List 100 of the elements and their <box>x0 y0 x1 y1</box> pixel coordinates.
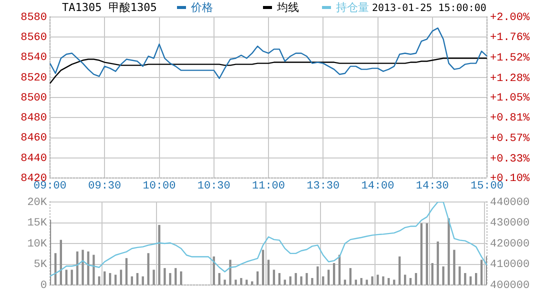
y2-tick-label: +0.81% <box>490 112 530 125</box>
y2-tick-label: +1.76% <box>490 32 530 44</box>
x-tick-label: 09:00 <box>33 180 67 193</box>
bar <box>229 260 232 285</box>
y-tick-label: 8460 <box>20 132 47 145</box>
y-tick-label: 8560 <box>20 32 47 44</box>
x-tick-label: 10:00 <box>142 180 176 193</box>
bar <box>136 273 138 285</box>
bar <box>480 260 483 285</box>
bar <box>470 276 472 285</box>
bar <box>404 274 406 285</box>
bar <box>158 224 160 285</box>
bar <box>344 280 346 285</box>
bar <box>169 273 172 285</box>
y-tick-label: 8440 <box>20 152 47 165</box>
bar <box>234 280 237 285</box>
bar <box>354 280 357 285</box>
y-tick-label: 8500 <box>20 92 47 104</box>
bar <box>474 273 478 285</box>
bar <box>240 278 242 285</box>
bar <box>218 273 220 285</box>
y-tick-label: 8540 <box>20 52 47 64</box>
bar <box>316 266 319 285</box>
bar <box>360 278 362 285</box>
y2-tick-label: +1.05% <box>490 92 530 104</box>
y-tick-label: 8520 <box>20 72 47 84</box>
bar <box>306 273 308 285</box>
y2-tick-label: 410000 <box>490 259 530 272</box>
bar <box>284 280 286 285</box>
bar <box>388 278 390 285</box>
y-tick-label: 8580 <box>20 12 47 24</box>
bar <box>272 270 276 285</box>
y-tick-label: 5K <box>34 259 48 272</box>
bar <box>164 268 166 285</box>
bar <box>398 256 401 285</box>
bar <box>224 280 226 285</box>
legend-label: 持仓量 <box>335 1 369 14</box>
bar <box>70 270 73 285</box>
bar <box>294 273 297 285</box>
bar <box>142 276 144 285</box>
y-tick-label: 0 <box>40 280 47 292</box>
bar <box>65 270 68 285</box>
y-tick-label: 8480 <box>20 112 47 125</box>
bar <box>289 276 292 285</box>
y2-tick-label: +1.28% <box>490 72 530 85</box>
bar <box>414 273 418 285</box>
legend-label: 价格 <box>190 1 213 14</box>
bar <box>82 250 84 285</box>
y2-tick-label: 430000 <box>490 218 530 230</box>
y2-tick-label: +1.52% <box>490 52 530 65</box>
bar <box>300 276 302 285</box>
bar <box>409 278 412 285</box>
bar <box>92 254 95 285</box>
bar <box>120 270 122 285</box>
bar <box>382 276 384 285</box>
bar <box>125 258 128 285</box>
x-tick-label: 11:00 <box>252 180 286 193</box>
y-tick-label: 20K <box>27 196 48 209</box>
bar <box>322 276 324 285</box>
bar <box>393 280 396 285</box>
bar <box>366 280 368 285</box>
bar <box>60 240 62 285</box>
y2-tick-label: +0.33% <box>490 153 530 166</box>
bar <box>130 276 134 285</box>
bar <box>98 276 100 285</box>
bar <box>464 273 466 285</box>
bar <box>109 273 112 285</box>
y-tick-label: 10K <box>27 238 48 250</box>
x-tick-label: 15:00 <box>470 180 504 193</box>
y2-tick-label: 440000 <box>490 196 530 209</box>
x-tick-label: 14:00 <box>361 180 394 193</box>
text: 2013-01-25 15:00:00 <box>372 3 486 15</box>
bar <box>349 268 352 285</box>
x-tick-label: 13:30 <box>306 180 340 193</box>
y-tick-label: 15K <box>27 218 48 230</box>
bar <box>262 250 264 285</box>
bar <box>371 276 374 285</box>
bar <box>431 263 434 285</box>
bar <box>267 260 270 285</box>
x-tick-label: 10:30 <box>197 180 230 193</box>
bar <box>114 274 117 285</box>
bar <box>246 280 248 285</box>
bar <box>448 218 450 285</box>
bar <box>147 253 150 285</box>
bar <box>328 270 330 285</box>
bar <box>152 270 155 285</box>
bar <box>453 250 456 285</box>
bar <box>376 274 379 285</box>
bar <box>436 242 439 285</box>
bar <box>180 271 182 285</box>
bar <box>251 281 254 285</box>
bar <box>104 271 106 285</box>
bar <box>426 223 428 285</box>
legend-label: 均线 <box>276 1 299 14</box>
y2-tick-label: +0.57% <box>490 133 530 146</box>
x-tick-label: 14:30 <box>416 180 449 193</box>
bar <box>256 271 259 285</box>
chart-title: TA1305 甲酸1305 <box>62 1 157 14</box>
bar <box>420 223 423 285</box>
bar <box>278 273 281 285</box>
